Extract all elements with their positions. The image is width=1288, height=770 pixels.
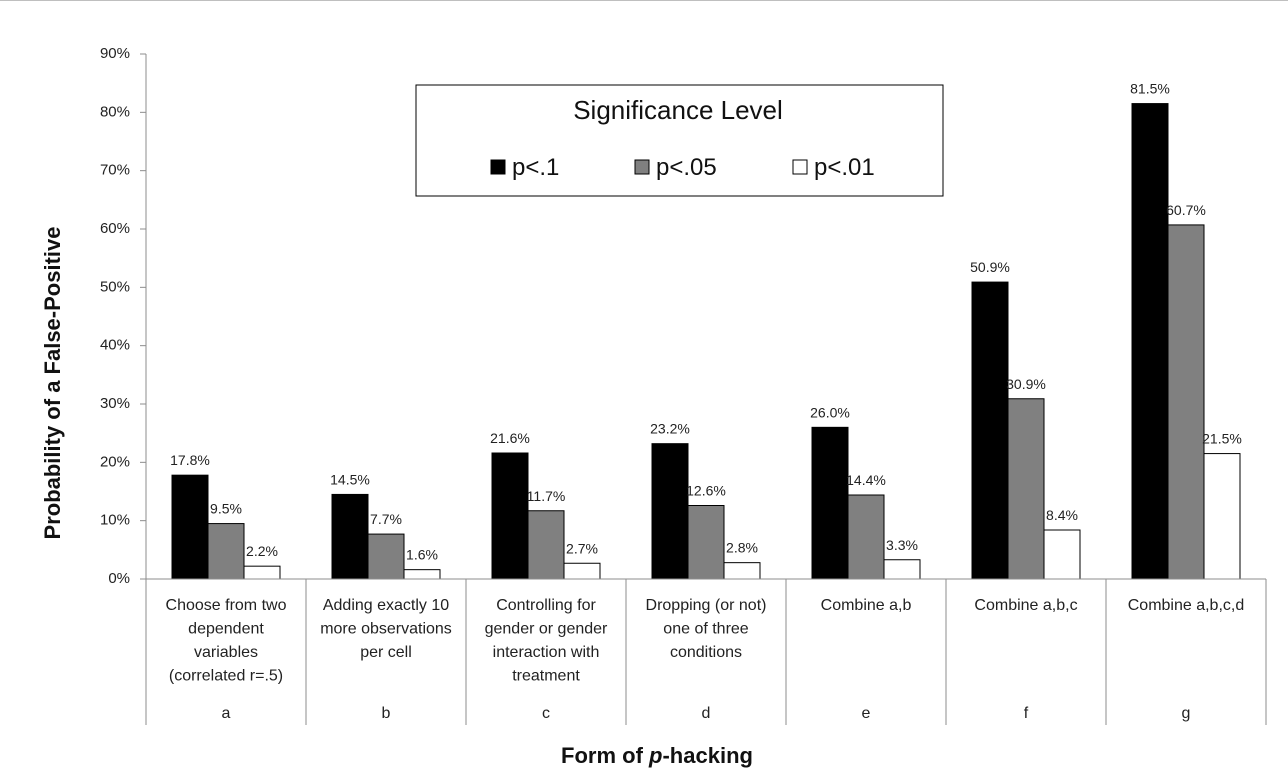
legend-swatch [490,159,506,175]
category-label: one of three [663,621,749,638]
bar-f-2 [1007,398,1045,580]
category-label: Choose from two [166,597,287,614]
data-label: 21.6% [490,430,530,446]
category-label: variables [194,644,258,661]
data-label: 8.4% [1046,507,1078,523]
category-letter: g [1182,705,1191,722]
bar-d-3 [723,562,761,580]
legend-items: p<.1 p<.05 p<.01 [490,154,875,181]
bar-c-3 [563,562,601,580]
category-letter: f [1024,705,1029,722]
y-tick-label: 0% [108,570,130,587]
data-label: 17.8% [170,452,210,468]
y-axis-title: Probability of a False-Positive [40,227,65,540]
data-label: 60.7% [1166,202,1206,218]
data-label: 11.7% [527,488,566,504]
bar-e-1 [811,426,849,580]
x-axis-title: Form of p-hacking [561,743,753,768]
bar-a-2 [207,523,245,580]
category-labels: Choose from two dependent variables (correl… [145,578,1267,725]
category-label: dependent [188,621,264,638]
data-label: 3.3% [886,537,918,553]
data-label: 14.4% [846,472,886,488]
data-label: 7.7% [370,511,402,527]
category-letter: d [702,705,711,722]
data-label: 81.5% [1130,81,1170,97]
bar-f-1 [971,281,1009,580]
bar-a-3 [243,565,281,580]
bar-b-3 [403,569,441,580]
y-tick-label: 10% [100,512,130,529]
data-label: 23.2% [650,421,690,437]
category-letter: a [222,705,231,722]
bar-d-2 [687,505,725,580]
category-letter: e [862,705,871,722]
data-label: 12.6% [686,483,726,499]
category-label: Combine a,b,c [974,597,1077,614]
data-label: 26.0% [810,404,850,420]
data-label: 30.9% [1006,376,1046,392]
bar-g-1 [1131,103,1169,580]
category-label: (correlated r=.5) [169,668,283,685]
bar-e-2 [847,494,885,580]
y-tick-label: 30% [100,395,130,412]
y-axis-ticks: 0% 10% 20% 30% 40% 50% 60% 70% 80% 90% [100,45,146,587]
bar-b-2 [367,533,405,580]
data-label: 9.5% [210,501,242,517]
bar-c-2 [527,510,565,580]
category-letter: b [382,705,391,722]
category-label: Adding exactly 10 [323,597,449,614]
bar-a-1 [171,474,209,580]
data-label: 50.9% [970,259,1010,275]
data-labels: 17.8% 9.5% 2.2% 14.5% 7.7% 1.6% 21.6% 11.7% 2.7%… [170,81,1242,563]
data-label: 2.2% [246,543,278,559]
bar-c-1 [491,452,529,580]
legend-label: p<.05 [656,154,717,181]
category-label: conditions [670,644,742,661]
legend-swatch [634,159,650,175]
category-label: interaction with [493,644,600,661]
y-tick-label: 40% [100,337,130,354]
y-tick-label: 20% [100,453,130,470]
legend-label: p<.01 [814,154,875,181]
bar-d-1 [651,443,689,580]
data-label: 2.8% [726,540,758,556]
legend-box [415,84,944,197]
data-label: 21.5% [1202,431,1242,447]
bar-e-3 [883,559,921,580]
category-letter: c [542,705,550,722]
category-label: more observations [320,621,452,638]
category-label: Combine a,b,c,d [1128,597,1245,614]
bar-b-1 [331,493,369,580]
category-label: Combine a,b [821,597,912,614]
legend: Significance Level p<.1 p<.05 p<.01 [415,84,944,197]
y-tick-label: 60% [100,220,130,237]
category-label: per cell [360,644,412,661]
legend-label: p<.1 [512,154,559,181]
bar-f-3 [1043,529,1081,580]
category-label: treatment [512,668,580,685]
bar-g-2 [1167,224,1205,580]
category-label: Dropping (or not) [646,597,767,614]
y-tick-label: 70% [100,162,130,179]
bar-g-3 [1203,453,1241,580]
data-label: 14.5% [330,471,370,487]
data-label: 2.7% [566,540,598,556]
top-border [0,0,1288,1]
y-tick-label: 80% [100,103,130,120]
data-label: 1.6% [406,547,438,563]
legend-swatch [792,159,808,175]
category-label: gender or gender [485,621,608,638]
y-tick-label: 90% [100,45,130,62]
legend-title: Significance Level [573,95,783,125]
category-label: Controlling for [496,597,596,614]
y-tick-label: 50% [100,278,130,295]
bars [171,103,1241,580]
